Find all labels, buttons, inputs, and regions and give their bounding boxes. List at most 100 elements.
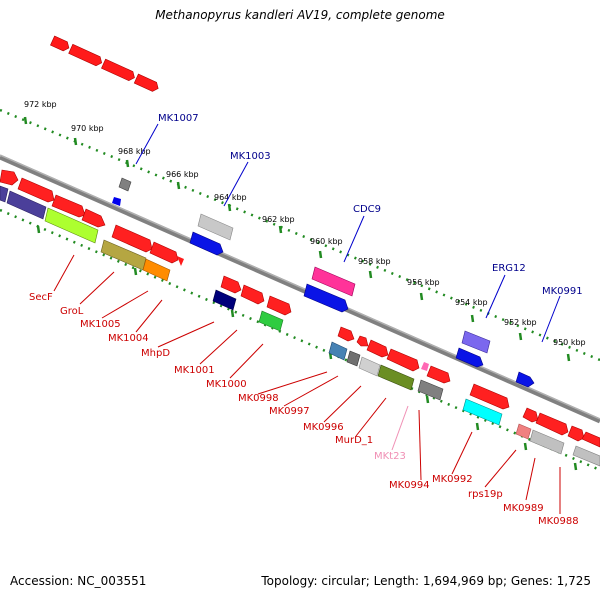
gene-feature — [101, 58, 135, 81]
gene-feature — [189, 231, 224, 256]
gene-label-MhpD: MhpD — [141, 348, 170, 359]
gene-feature — [44, 207, 99, 244]
gene-feature — [266, 295, 292, 316]
gene-feature — [455, 347, 484, 368]
gene-label-MurD_1: MurD_1 — [335, 435, 373, 446]
gene-label-MK0994: MK0994 — [389, 480, 430, 491]
gene-feature — [6, 190, 47, 220]
gene-feature — [111, 224, 153, 253]
gene-feature — [50, 35, 70, 52]
scale-label: 954 kbp — [455, 298, 488, 307]
gene-feature — [258, 310, 284, 332]
gene-feature — [567, 425, 585, 442]
inner-major-ticks — [36, 225, 578, 471]
scale-label: 964 kbp — [214, 193, 247, 202]
scale-label: 972 kbp — [24, 100, 57, 109]
gene-label-MK0996: MK0996 — [303, 422, 344, 433]
gene-feature — [68, 43, 103, 67]
gene-feature — [142, 258, 171, 282]
scale-label: 952 kbp — [504, 318, 537, 327]
inner-scale-track — [0, 208, 600, 472]
gene-feature — [515, 423, 532, 440]
gene-feature — [212, 289, 237, 311]
gene-feature — [377, 364, 415, 391]
gene-feature — [572, 445, 600, 467]
scale-label: 956 kbp — [407, 278, 440, 287]
outer-major-ticks — [23, 116, 571, 362]
gene-feature — [515, 371, 535, 388]
gene-feature — [220, 275, 242, 294]
gene-feature — [311, 266, 356, 297]
gene-label-MK0992: MK0992 — [432, 474, 473, 485]
gene-feature — [421, 362, 429, 371]
genome-summary-text: Topology: circular; Length: 1,694,969 bp… — [261, 574, 591, 588]
reverse-strand-features — [0, 185, 600, 467]
gene-feature — [118, 177, 132, 192]
gene-feature — [522, 407, 539, 423]
gene-label-CDC9: CDC9 — [353, 204, 381, 215]
gene-label-MK0997: MK0997 — [269, 406, 310, 417]
gene-label-MK1001: MK1001 — [174, 365, 215, 376]
gene-label-MK0989: MK0989 — [503, 503, 544, 514]
gene-label-ERG12: ERG12 — [492, 263, 526, 274]
gene-feature — [366, 339, 389, 358]
gene-label-MK0988: MK0988 — [538, 516, 579, 527]
scale-label: 960 kbp — [310, 237, 343, 246]
forward-leader-lines — [135, 123, 561, 343]
gene-feature — [529, 429, 565, 455]
scale-label: 970 kbp — [71, 124, 104, 133]
gene-label-MK1000: MK1000 — [206, 379, 247, 390]
gene-feature — [581, 431, 600, 448]
scale-label: 966 kbp — [166, 170, 199, 179]
gene-label-SecF: SecF — [29, 292, 53, 303]
gene-feature — [461, 330, 491, 354]
gene-feature — [337, 326, 355, 342]
gene-feature — [112, 197, 121, 206]
gene-feature — [469, 383, 510, 410]
scale-labels: 972 kbp 970 kbp 968 kbp 966 kbp 964 kbp … — [24, 100, 586, 347]
gene-label-MK1007: MK1007 — [158, 113, 199, 124]
gene-label-MKt23: MKt23 — [374, 451, 406, 462]
scale-label: 968 kbp — [118, 147, 151, 156]
scale-label: 958 kbp — [358, 257, 391, 266]
gene-feature — [197, 213, 234, 241]
gene-feature — [0, 185, 9, 203]
gene-label-MK1003: MK1003 — [230, 151, 271, 162]
gene-feature — [358, 356, 381, 377]
gene-label-MK1005: MK1005 — [80, 319, 121, 330]
scale-label: 950 kbp — [553, 338, 586, 347]
gene-feature — [133, 73, 159, 92]
gene-feature — [328, 341, 348, 361]
gene-feature — [303, 283, 349, 313]
gene-label-rps19p: rps19p — [468, 489, 503, 500]
gene-feature — [149, 241, 179, 264]
forward-strand-features — [0, 169, 535, 388]
gene-feature — [356, 335, 369, 347]
gene-label-MK0998: MK0998 — [238, 393, 279, 404]
gene-feature — [346, 350, 361, 367]
gene-feature — [386, 348, 420, 372]
rna-leader-line — [391, 405, 409, 451]
gene-feature — [17, 177, 55, 203]
gene-feature — [0, 169, 19, 186]
map-title: Methanopyrus kandleri AV19, complete gen… — [155, 8, 445, 22]
gene-label-MK1004: MK1004 — [108, 333, 149, 344]
scale-label: 962 kbp — [262, 215, 295, 224]
reverse-labels: SecF GroL MK1005 MK1004 MhpD MK1001 MK10… — [29, 292, 579, 527]
gene-feature — [51, 194, 86, 218]
gene-feature — [462, 398, 503, 426]
forward-genes — [50, 35, 159, 92]
gene-label-MK0991: MK0991 — [542, 286, 583, 297]
gene-feature — [417, 379, 444, 401]
accession-text: Accession: NC_003551 — [10, 574, 147, 588]
gene-feature — [426, 365, 451, 384]
gene-feature — [535, 412, 569, 436]
gene-feature — [177, 256, 184, 266]
gene-label-GroL: GroL — [60, 306, 84, 317]
reverse-leader-lines — [53, 254, 561, 514]
genome-backbone — [0, 154, 600, 424]
gene-feature — [81, 208, 106, 228]
forward-labels: MK1007 MK1003 CDC9 ERG12 MK0991 — [158, 113, 583, 297]
gene-feature — [240, 284, 265, 305]
